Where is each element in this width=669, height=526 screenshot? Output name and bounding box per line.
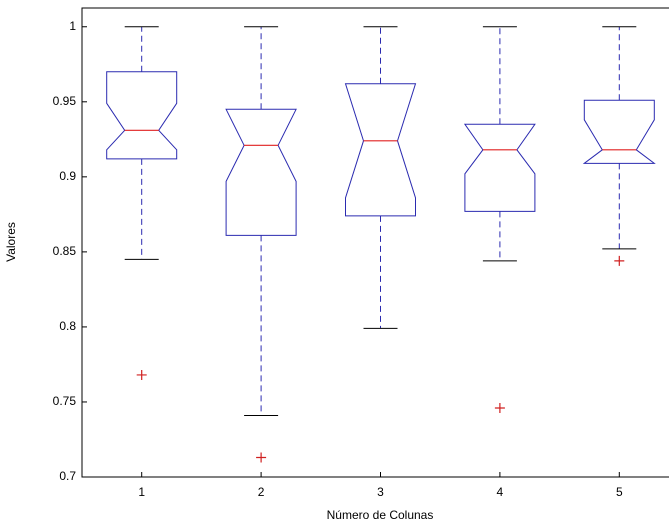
- box: [344, 83, 417, 217]
- outlier: [136, 369, 147, 380]
- y-axis-label: Valores: [4, 222, 18, 262]
- box: [106, 71, 178, 160]
- box: [582, 99, 656, 164]
- x-tick-label: 3: [377, 485, 384, 499]
- plot-area: [81, 7, 669, 478]
- outlier: [494, 402, 505, 413]
- y-tick-label: 0.95: [53, 94, 77, 108]
- y-tick-label: 1: [69, 19, 76, 33]
- x-tick-label: 1: [138, 485, 145, 499]
- box: [225, 108, 297, 236]
- x-tick-label: 4: [497, 485, 504, 499]
- x-tick-label: 5: [616, 485, 623, 499]
- outlier: [256, 452, 267, 463]
- y-tick-label: 0.75: [53, 394, 77, 408]
- y-tick-label: 0.9: [59, 169, 76, 183]
- y-tick-label: 0.7: [59, 469, 76, 483]
- box: [463, 123, 536, 212]
- y-tick-label: 0.8: [59, 319, 76, 333]
- x-axis-label: Número de Colunas: [327, 508, 434, 522]
- outlier: [614, 255, 625, 266]
- x-tick-label: 2: [258, 485, 265, 499]
- y-tick-label: 0.85: [53, 244, 77, 258]
